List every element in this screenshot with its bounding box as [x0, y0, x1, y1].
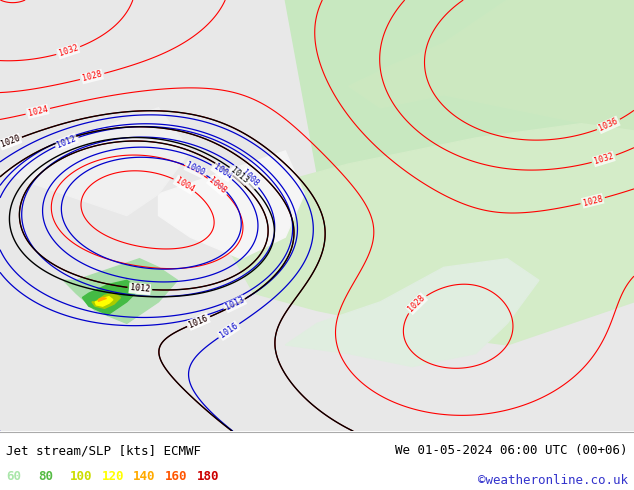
Text: 1028: 1028: [406, 294, 427, 314]
Text: 80: 80: [38, 470, 53, 483]
Text: ©weatheronline.co.uk: ©weatheronline.co.uk: [477, 474, 628, 487]
Text: 1036: 1036: [598, 117, 619, 133]
Text: 140: 140: [133, 470, 155, 483]
Polygon shape: [158, 151, 304, 259]
Text: 1032: 1032: [58, 44, 79, 58]
Text: 120: 120: [101, 470, 124, 483]
Text: 1020: 1020: [0, 134, 21, 149]
Polygon shape: [285, 259, 539, 367]
Text: 1028: 1028: [81, 70, 103, 83]
Text: 1000: 1000: [184, 161, 207, 178]
Text: 1008: 1008: [207, 176, 228, 196]
Polygon shape: [285, 0, 634, 259]
Text: 1016: 1016: [188, 314, 210, 330]
Text: 100: 100: [70, 470, 92, 483]
Text: Jet stream/SLP [kts] ECMWF: Jet stream/SLP [kts] ECMWF: [6, 444, 202, 457]
Polygon shape: [222, 108, 634, 345]
Polygon shape: [82, 280, 139, 315]
Polygon shape: [349, 0, 634, 129]
FancyBboxPatch shape: [0, 0, 634, 431]
Polygon shape: [92, 293, 120, 308]
Text: 1012: 1012: [56, 134, 78, 149]
Polygon shape: [95, 296, 113, 306]
Text: 1032: 1032: [593, 152, 615, 166]
Text: 1016: 1016: [218, 321, 240, 340]
Text: 1012: 1012: [129, 283, 150, 294]
Text: 1028: 1028: [582, 194, 604, 208]
Text: 160: 160: [165, 470, 187, 483]
Text: 180: 180: [197, 470, 219, 483]
Text: 1012: 1012: [129, 283, 150, 294]
Polygon shape: [0, 108, 190, 216]
Text: 1016: 1016: [188, 314, 210, 330]
Text: 1004: 1004: [211, 162, 233, 181]
Text: 1024: 1024: [27, 105, 49, 118]
Polygon shape: [98, 297, 107, 301]
Text: 1020: 1020: [0, 134, 21, 149]
Text: 1013: 1013: [229, 165, 250, 185]
Text: 60: 60: [6, 470, 22, 483]
Text: We 01-05-2024 06:00 UTC (00+06): We 01-05-2024 06:00 UTC (00+06): [395, 444, 628, 457]
Polygon shape: [63, 259, 178, 323]
Text: 1013: 1013: [224, 295, 246, 312]
Text: 1004: 1004: [174, 176, 195, 194]
Text: 1008: 1008: [240, 168, 260, 189]
